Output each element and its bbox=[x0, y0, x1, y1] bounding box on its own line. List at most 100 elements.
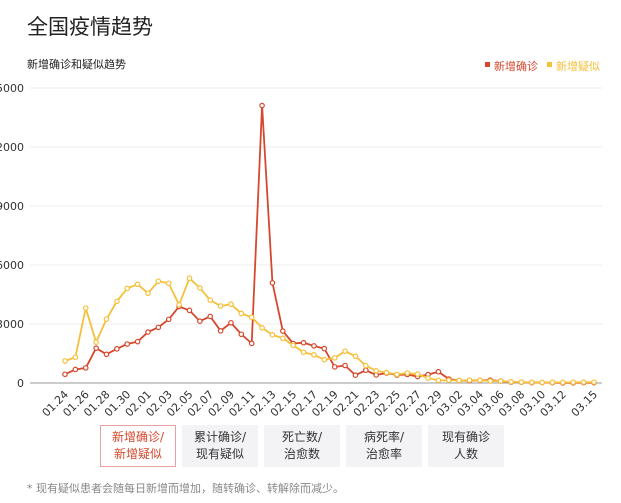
chart-title: 全国疫情趋势 bbox=[27, 15, 153, 39]
data-point bbox=[591, 379, 597, 385]
data-point bbox=[280, 328, 286, 334]
data-point bbox=[342, 362, 348, 369]
tab-label: 病死率/ bbox=[363, 430, 405, 444]
data-point bbox=[331, 364, 338, 370]
data-point bbox=[197, 318, 203, 324]
y-tick-label: 3000 bbox=[0, 318, 24, 331]
tab-label: 人数 bbox=[453, 447, 478, 461]
data-point bbox=[238, 331, 245, 338]
data-point bbox=[539, 379, 545, 386]
data-point bbox=[383, 369, 390, 376]
data-point bbox=[228, 319, 234, 326]
tab-label: 治愈率 bbox=[365, 447, 402, 461]
data-point bbox=[580, 379, 587, 385]
data-point bbox=[114, 346, 120, 352]
data-point bbox=[321, 356, 328, 363]
data-point bbox=[477, 377, 483, 383]
data-point bbox=[321, 345, 328, 352]
data-point bbox=[207, 297, 214, 303]
data-point bbox=[82, 305, 89, 311]
data-point bbox=[352, 372, 359, 378]
data-point bbox=[134, 281, 141, 288]
data-point bbox=[445, 377, 452, 384]
data-point bbox=[72, 366, 79, 373]
y-tick-label: 15000 bbox=[0, 82, 24, 95]
y-tick-label: 0 bbox=[17, 377, 24, 390]
data-point bbox=[62, 358, 68, 364]
data-point bbox=[300, 349, 307, 356]
tab-label: 新增确诊/ bbox=[111, 430, 165, 444]
data-point bbox=[248, 340, 255, 347]
data-point bbox=[363, 362, 369, 369]
data-point bbox=[560, 379, 566, 386]
tab[interactable]: 累计确诊/现有疑似 bbox=[182, 425, 258, 467]
data-point bbox=[124, 341, 131, 347]
y-tick-label: 12000 bbox=[0, 141, 24, 154]
data-point bbox=[207, 313, 214, 320]
tab-label: 死亡数/ bbox=[281, 430, 323, 444]
data-point bbox=[508, 379, 514, 385]
data-point bbox=[269, 332, 276, 338]
data-point bbox=[155, 278, 162, 285]
y-tick-label: 9000 bbox=[0, 200, 24, 213]
data-point bbox=[134, 338, 141, 345]
data-point bbox=[186, 275, 193, 282]
data-point bbox=[197, 285, 203, 291]
data-point bbox=[145, 290, 151, 297]
data-point bbox=[280, 335, 286, 342]
data-point bbox=[217, 303, 224, 309]
data-point bbox=[352, 353, 359, 360]
data-point bbox=[435, 377, 442, 384]
data-point bbox=[62, 371, 68, 378]
data-point bbox=[414, 371, 421, 377]
data-point bbox=[311, 343, 317, 349]
data-point bbox=[72, 354, 79, 361]
data-point bbox=[228, 301, 234, 307]
data-point bbox=[82, 365, 89, 371]
data-point bbox=[114, 298, 120, 305]
footnote: * 现有疑似患者会随每日新增而增加，随转确诊、转解除而减少。 bbox=[27, 482, 344, 495]
data-point bbox=[259, 102, 265, 109]
data-point bbox=[269, 280, 276, 286]
tab-label: 治愈数 bbox=[283, 447, 320, 461]
chart-subtitle: 新增确诊和疑似趋势 bbox=[27, 57, 126, 71]
data-point bbox=[394, 371, 400, 378]
data-point bbox=[466, 377, 473, 383]
tab-bar: 新增确诊/新增疑似 累计确诊/现有疑似 死亡数/治愈数 病死率/治愈率 现有确诊 人数 bbox=[100, 425, 504, 467]
data-point bbox=[435, 368, 442, 375]
data-point bbox=[518, 379, 525, 385]
tab[interactable]: 现有确诊 人数 bbox=[428, 425, 504, 467]
data-point bbox=[570, 379, 577, 386]
legend-label: 新增确诊 bbox=[494, 59, 538, 73]
tab[interactable]: 新增确诊/新增疑似 bbox=[100, 425, 176, 467]
data-point bbox=[145, 329, 151, 335]
x-tick-label: 03.15 bbox=[569, 388, 600, 419]
data-point bbox=[404, 370, 411, 376]
tab-label: 现有确诊 bbox=[441, 430, 490, 444]
data-point bbox=[103, 351, 110, 358]
data-point bbox=[342, 348, 348, 355]
tab-label: 现有疑似 bbox=[195, 447, 244, 461]
legend-swatch bbox=[485, 62, 490, 67]
tab[interactable]: 死亡数/治愈数 bbox=[264, 425, 340, 467]
tab-label: 累计确诊/ bbox=[193, 430, 247, 444]
data-point bbox=[103, 316, 110, 322]
data-point bbox=[373, 368, 379, 374]
data-point bbox=[487, 378, 494, 384]
data-point bbox=[259, 324, 265, 331]
data-point bbox=[155, 324, 162, 331]
data-point bbox=[93, 345, 99, 351]
series-line bbox=[64, 276, 595, 384]
data-point bbox=[331, 355, 338, 361]
tab[interactable]: 病死率/治愈率 bbox=[346, 425, 422, 467]
data-point bbox=[176, 302, 182, 308]
y-tick-label: 6000 bbox=[0, 259, 24, 272]
data-point bbox=[311, 352, 317, 358]
data-point bbox=[290, 342, 296, 349]
data-point bbox=[363, 367, 369, 374]
data-point bbox=[425, 375, 431, 381]
legend-swatch bbox=[547, 62, 552, 67]
data-point bbox=[248, 314, 255, 321]
data-point bbox=[93, 339, 99, 345]
